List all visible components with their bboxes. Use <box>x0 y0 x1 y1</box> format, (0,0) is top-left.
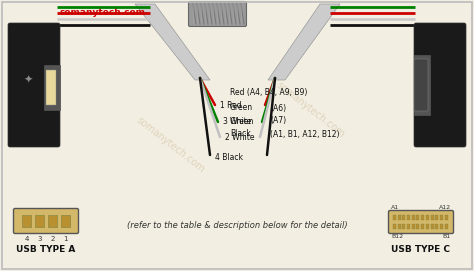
Text: Red (A4, B4, A9, B9): Red (A4, B4, A9, B9) <box>230 89 307 98</box>
FancyBboxPatch shape <box>13 208 79 234</box>
Bar <box>417 224 419 229</box>
Bar <box>412 215 415 220</box>
Text: 1 Red: 1 Red <box>220 101 242 109</box>
Bar <box>435 224 438 229</box>
Text: B12: B12 <box>391 234 403 239</box>
Text: USB TYPE C: USB TYPE C <box>392 245 450 254</box>
Text: White: White <box>230 117 252 125</box>
Bar <box>426 215 429 220</box>
Bar <box>426 224 429 229</box>
Bar <box>414 55 430 115</box>
Bar <box>402 224 405 229</box>
Text: A12: A12 <box>439 205 451 210</box>
Text: 3: 3 <box>37 236 42 242</box>
Bar <box>435 215 438 220</box>
Text: 2 White: 2 White <box>225 133 255 141</box>
Bar <box>44 65 60 110</box>
Text: somanytech.com: somanytech.com <box>134 115 206 175</box>
FancyBboxPatch shape <box>414 23 466 147</box>
Bar <box>46 70 56 105</box>
Bar <box>35 215 44 227</box>
Bar <box>22 215 31 227</box>
Text: somanytech.com: somanytech.com <box>60 8 146 17</box>
Bar <box>407 224 410 229</box>
Polygon shape <box>135 4 210 80</box>
Bar <box>417 215 419 220</box>
Bar <box>421 215 424 220</box>
Text: (refer to the table & description below for the detail): (refer to the table & description below … <box>127 221 347 230</box>
Text: (A6): (A6) <box>270 104 286 112</box>
Text: B1: B1 <box>443 234 451 239</box>
Text: (A1, B1, A12, B12): (A1, B1, A12, B12) <box>270 130 339 138</box>
Text: 3 Green: 3 Green <box>223 118 254 127</box>
Bar <box>61 215 70 227</box>
Text: 1: 1 <box>63 236 68 242</box>
FancyBboxPatch shape <box>389 211 454 234</box>
Text: 2: 2 <box>50 236 55 242</box>
Text: Black: Black <box>230 130 251 138</box>
Bar <box>421 224 424 229</box>
Bar <box>407 215 410 220</box>
Text: USB TYPE A: USB TYPE A <box>16 245 76 254</box>
Bar <box>393 224 396 229</box>
Text: Green: Green <box>230 104 253 112</box>
Text: (A7): (A7) <box>270 117 286 125</box>
Text: A1: A1 <box>391 205 399 210</box>
Bar <box>398 224 401 229</box>
Bar <box>430 224 434 229</box>
Bar <box>445 215 448 220</box>
Text: ✦: ✦ <box>23 75 33 85</box>
Bar <box>440 215 443 220</box>
Text: 4 Black: 4 Black <box>215 153 243 162</box>
Text: somanytech.com: somanytech.com <box>274 80 346 140</box>
Bar <box>430 215 434 220</box>
FancyBboxPatch shape <box>8 23 60 147</box>
Bar <box>445 224 448 229</box>
Bar <box>48 215 57 227</box>
Polygon shape <box>268 4 340 80</box>
FancyBboxPatch shape <box>189 2 246 27</box>
Bar <box>398 215 401 220</box>
FancyBboxPatch shape <box>414 59 428 111</box>
Bar <box>440 224 443 229</box>
Text: 4: 4 <box>24 236 29 242</box>
Bar <box>402 215 405 220</box>
Bar <box>412 224 415 229</box>
Bar <box>393 215 396 220</box>
